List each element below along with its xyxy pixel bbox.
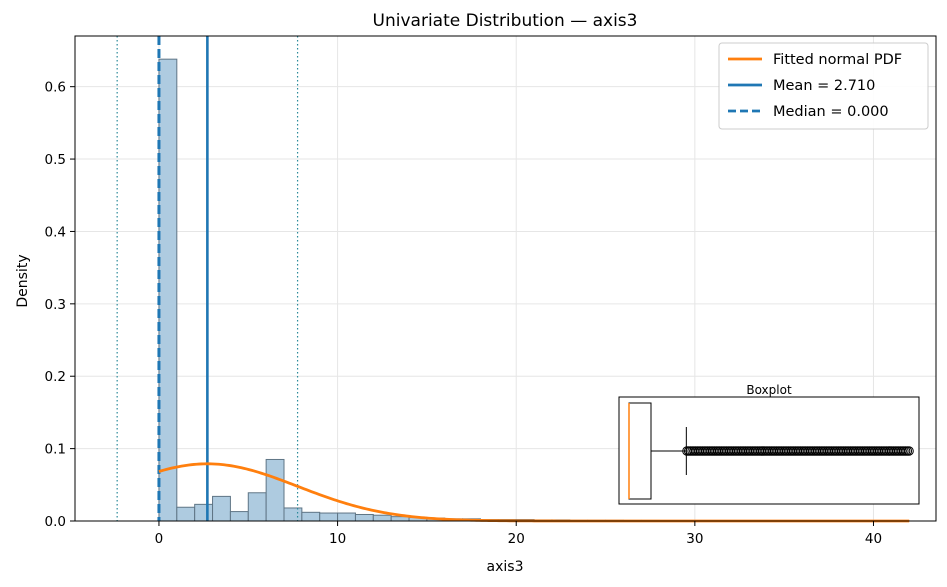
x-axis-ticks: 0 10 20 30 40 — [155, 521, 882, 547]
y-tick-label: 0.6 — [45, 80, 66, 96]
histogram-bar — [372, 514, 392, 522]
y-tick-label: 0.1 — [45, 442, 66, 458]
x-tick-label: 0 — [155, 531, 164, 547]
inset-boxplot: Boxplot — [618, 383, 920, 505]
inset-title: Boxplot — [746, 383, 792, 397]
x-tick-label: 20 — [508, 531, 525, 547]
x-tick-label: 10 — [329, 531, 346, 547]
histogram-bars — [158, 58, 910, 522]
histogram-bar — [319, 512, 339, 522]
y-axis-ticks: 0.0 0.1 0.2 0.3 0.4 0.5 0.6 — [45, 80, 75, 530]
legend-box — [718, 42, 929, 130]
plot-frame — [74, 35, 937, 522]
chart-title: Univariate Distribution — axis3 — [373, 11, 638, 31]
histogram-bar — [265, 458, 285, 522]
legend-label: Fitted normal PDF — [773, 52, 902, 68]
y-tick-label: 0.4 — [45, 224, 66, 240]
histogram-bar — [158, 58, 178, 522]
histogram-bar — [301, 511, 321, 522]
y-axis-label: Density — [15, 254, 31, 307]
histogram-bar — [247, 492, 267, 522]
legend: Fitted normal PDF Mean = 2.710 Median = 0.… — [718, 42, 929, 130]
histogram-bar — [354, 513, 374, 522]
histogram-bar — [283, 507, 303, 522]
x-tick-label: 30 — [686, 531, 703, 547]
x-tick-label: 40 — [865, 531, 882, 547]
histogram-bar — [194, 503, 214, 522]
histogram-bar — [229, 511, 249, 522]
legend-label: Median = 0.000 — [773, 104, 889, 120]
x-axis-label: axis3 — [487, 559, 524, 575]
histogram-bar — [176, 506, 196, 522]
y-tick-label: 0.2 — [45, 369, 66, 385]
histogram-bar — [212, 495, 231, 522]
y-tick-label: 0.0 — [45, 514, 66, 530]
y-tick-label: 0.3 — [45, 297, 66, 313]
y-tick-label: 0.5 — [45, 152, 66, 168]
outlier-point — [904, 446, 914, 456]
legend-label: Mean = 2.710 — [773, 78, 875, 94]
reference-lines — [116, 36, 299, 521]
histogram-bar — [337, 512, 356, 522]
